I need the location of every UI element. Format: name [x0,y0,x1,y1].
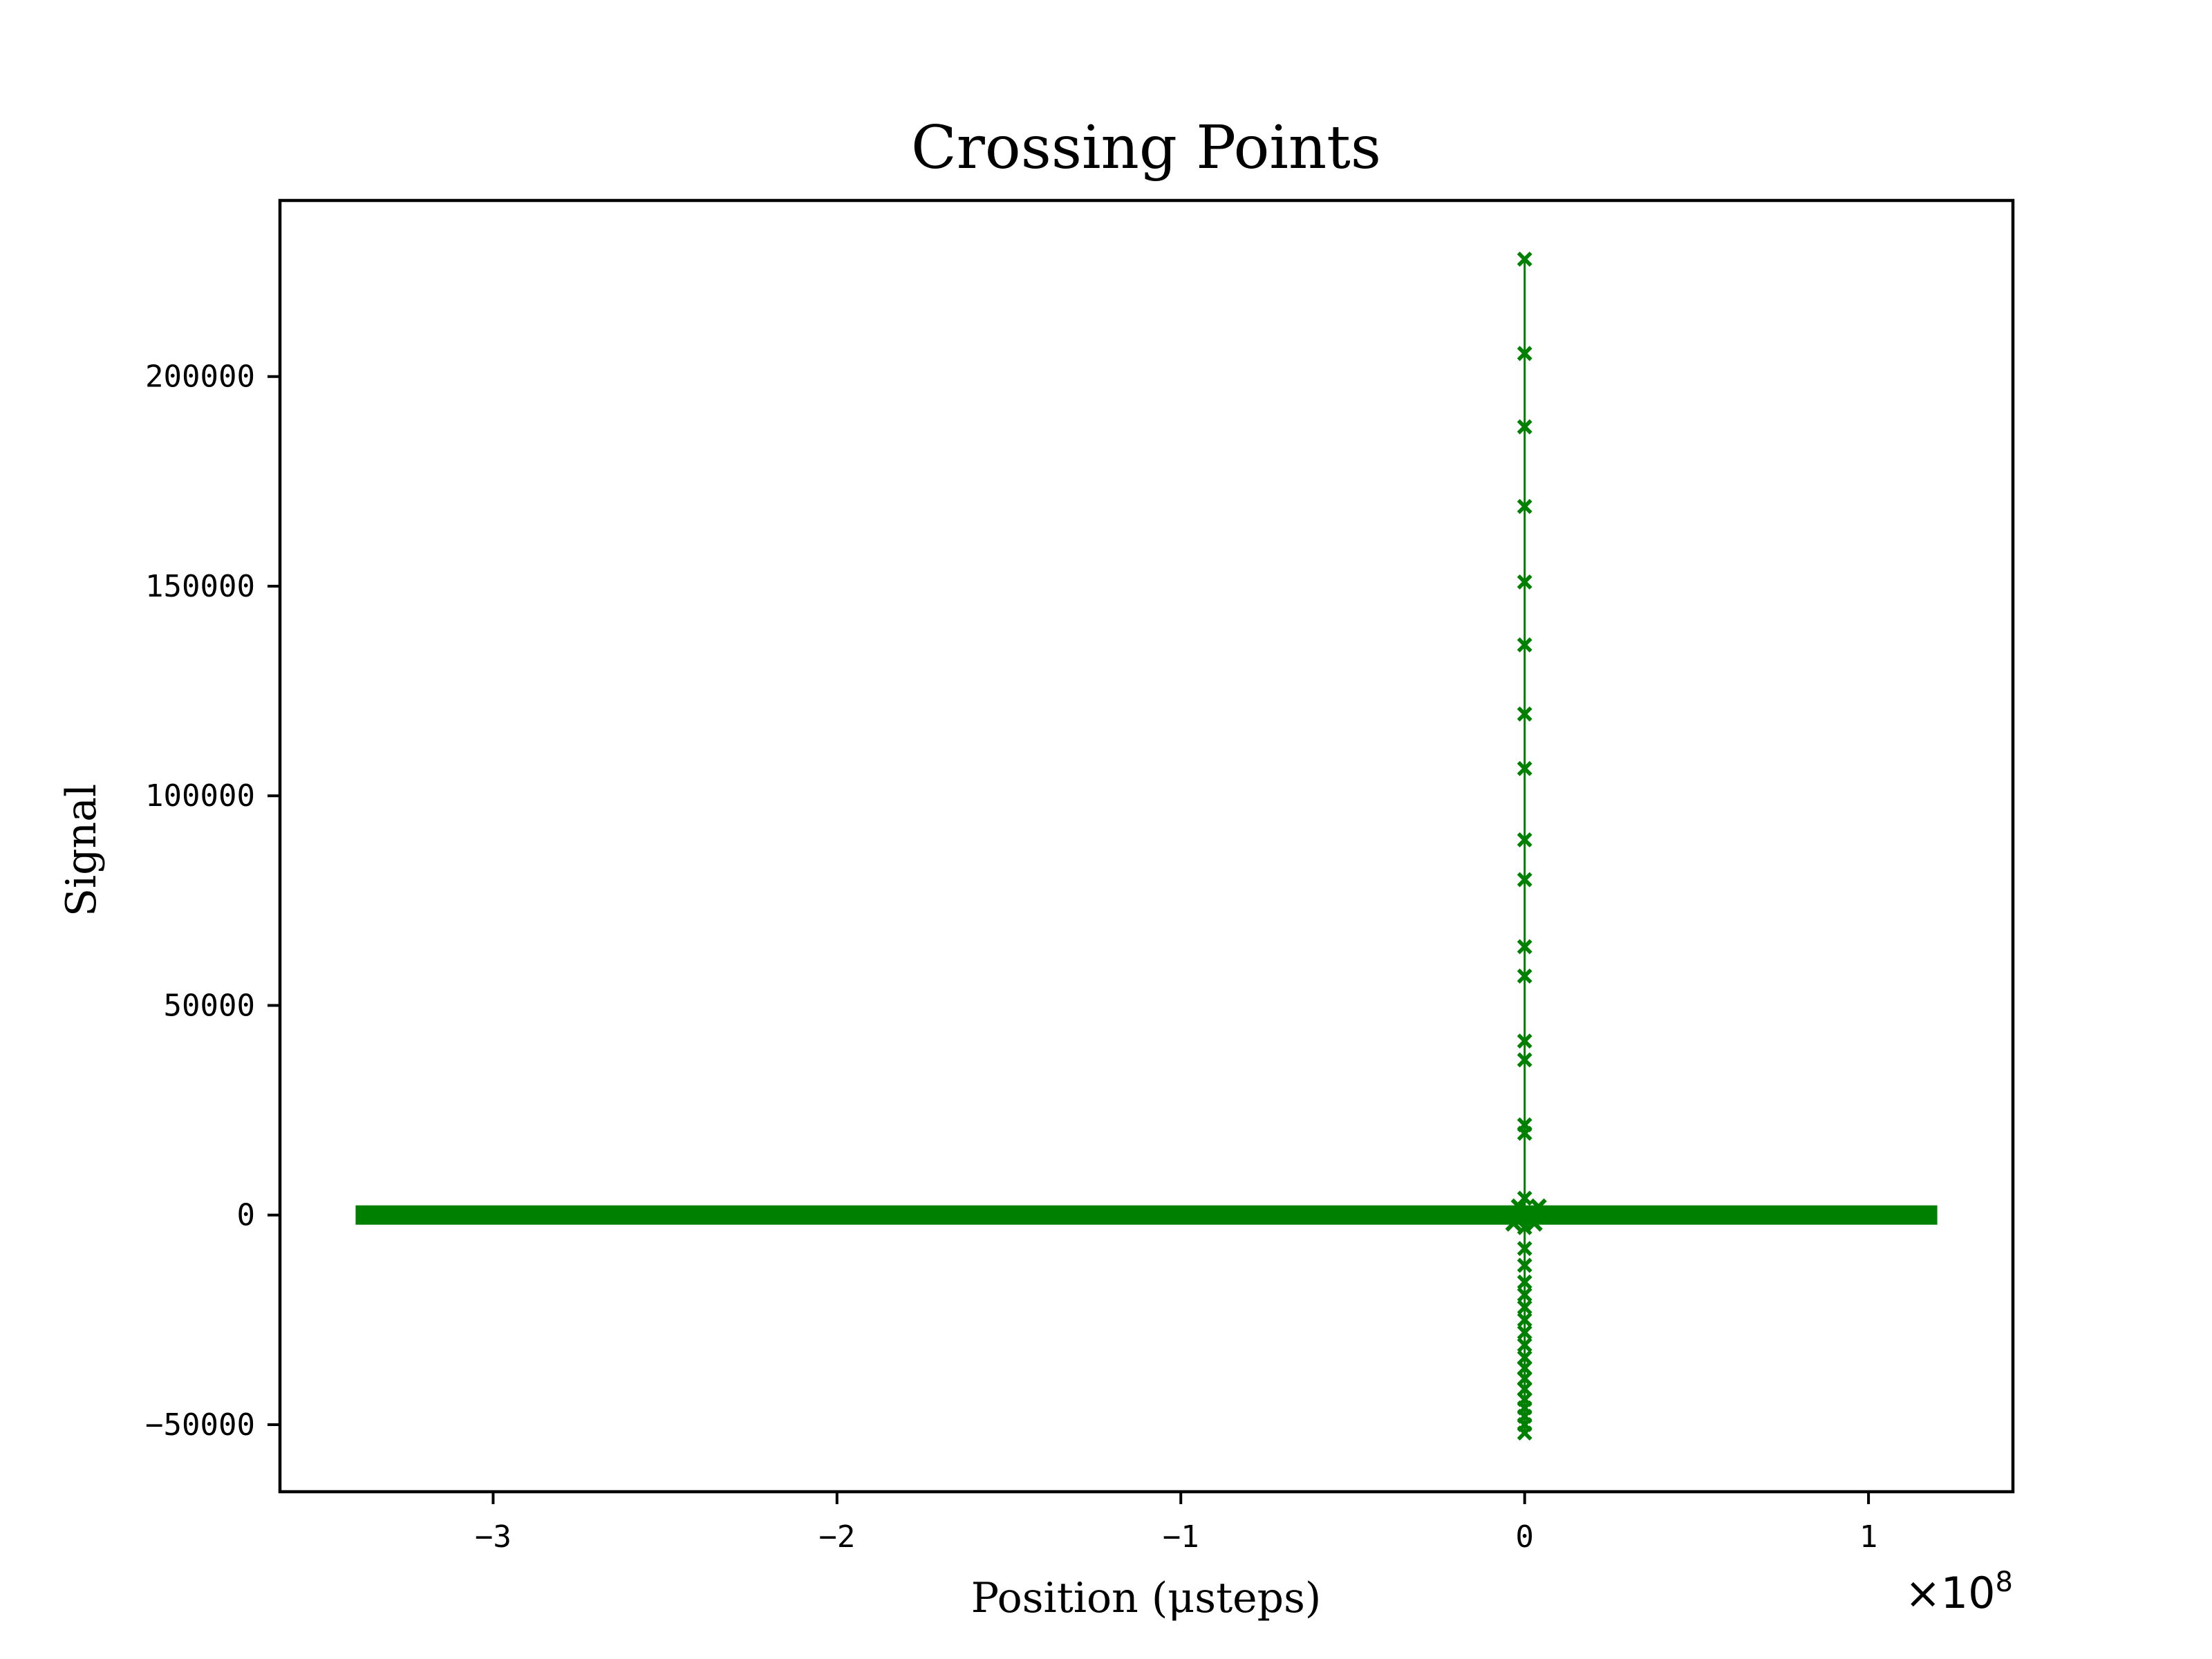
x-axis-offset-exponent: 8 [1996,1566,2013,1598]
y-tick-label: −50000 [145,1407,255,1443]
series-marker [1517,760,1533,776]
y-tick-label: 100000 [145,778,255,814]
y-axis-label: Signal [57,784,106,917]
series-marker [1517,251,1533,267]
series-marker [1517,1274,1533,1290]
plot-frame [278,198,2015,1494]
series-marker [1517,832,1533,847]
series-marker [1517,419,1533,435]
series-marker [1517,1337,1533,1353]
series-marker [1517,968,1533,984]
y-tick-label: 150000 [145,569,255,604]
x-axis-label: Position (μsteps) [971,1574,1322,1622]
series-marker [1517,1241,1533,1257]
series-marker [1517,1324,1533,1340]
x-tick-label: 1 [1859,1519,1878,1555]
series-marker [1517,1125,1533,1141]
series-marker [1530,1198,1547,1215]
y-tick-label: 200000 [145,359,255,395]
series-marker [1517,1190,1533,1206]
x-tick-label: −1 [1163,1519,1199,1555]
series-marker [1517,1052,1533,1068]
x-tick-label: −3 [475,1519,512,1555]
series-marker [1517,346,1533,362]
series-marker [1517,637,1533,653]
x-tick-label: 0 [1515,1519,1534,1555]
series-marker [1517,1312,1533,1328]
series-marker [1513,1206,1530,1224]
series-marker [1517,1300,1533,1315]
series-marker [1517,498,1533,514]
x-axis-offset-base: ×10 [1905,1568,1996,1618]
x-axis-offset-label: ×108 [1905,1566,2013,1618]
series-marker [1517,1425,1533,1441]
y-tick-label: 50000 [164,988,255,1023]
axes-layer: −3 −2 −1 0 1 −50000 0 50000 100000 150000 200000 [145,359,1877,1555]
x-tick-label: −2 [818,1519,855,1555]
series-marker [1517,706,1533,722]
series-marker [1517,1033,1533,1049]
series-marker [1517,1219,1533,1235]
series-marker [1526,1215,1543,1232]
chart-title: Crossing Points [911,113,1381,182]
series-flat-band [355,1205,1938,1225]
series-marker [1517,939,1533,955]
series-marker [1517,872,1533,888]
series-marker [1517,1257,1533,1273]
series-marker [1517,574,1533,590]
series-marker [1517,1287,1533,1302]
y-tick-label: 0 [237,1198,256,1233]
plot-data-layer [355,251,1938,1441]
